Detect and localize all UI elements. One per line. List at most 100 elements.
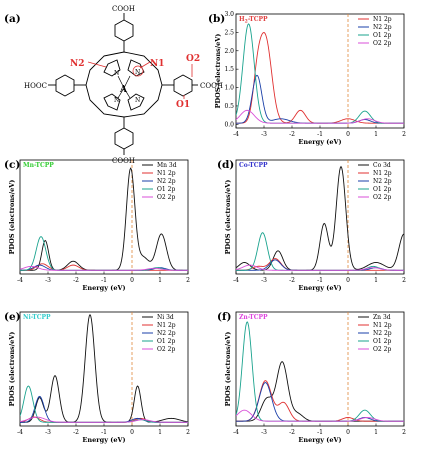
series-o1-2p <box>236 232 404 271</box>
x-tick-label: -4 <box>233 131 239 138</box>
x-tick-label: -3 <box>45 277 51 284</box>
legend-entry: O1 2p <box>373 186 391 193</box>
series-o2-2p <box>20 265 188 271</box>
series-o1-2p <box>20 385 188 423</box>
x-tick-label: 2 <box>402 131 406 138</box>
legend-entry: O2 2p <box>373 346 391 353</box>
panel-f: (f) -4 -3 -2 -1 0 1 2 Energy (eV) PDOS (electrons… <box>217 311 406 444</box>
phenyl-ring-left <box>55 74 75 97</box>
x-tick-label: -1 <box>101 429 107 436</box>
x-tick-label: 0 <box>130 277 134 284</box>
x-tick-label: 1 <box>374 429 378 436</box>
legend-entry: N2 2p <box>373 178 392 185</box>
center-atom-label: A <box>119 85 128 95</box>
y-tick-label: 3.0 <box>224 11 234 18</box>
x-tick-label: 1 <box>158 277 162 284</box>
legend-entry: O2 2p <box>373 194 391 201</box>
x-tick-label: -2 <box>289 277 295 284</box>
panel-label-a: (a) <box>4 13 21 25</box>
legend-entry: N1 2p <box>373 170 392 177</box>
series-o1-2p <box>20 236 188 271</box>
phenyl-ring-top <box>114 19 134 42</box>
series-o2-2p <box>236 109 404 124</box>
series-o2-2p <box>236 409 404 422</box>
panel-b: (b) -4 -3 -2 -1 0 1 2 0.0 0.5 1.0 1.5 2.0 2.5 3.0 Energ… <box>208 11 406 146</box>
x-axis-label: Energy (eV) <box>298 284 341 292</box>
panel-title: Zn-TCPP <box>239 314 268 321</box>
cooh-top-label: COOH <box>112 5 135 13</box>
y-axis-label: PDOS (electrons/eV) <box>214 34 222 109</box>
x-tick-label: 1 <box>374 277 378 284</box>
y-tick-label: 2.5 <box>224 29 234 36</box>
nitrogen-label-2: N <box>135 69 140 76</box>
nitrogen-label-3: N <box>114 97 119 104</box>
y-tick-label: 0.0 <box>224 121 234 128</box>
cooh-bottom-label: COOH <box>112 157 135 165</box>
y-tick-label: 0.5 <box>224 103 234 110</box>
legend-entry: N1 2p <box>157 170 176 177</box>
n1-highlight-circle <box>132 65 144 77</box>
x-tick-label: -1 <box>101 277 107 284</box>
panel-label-e: (e) <box>4 311 21 323</box>
pdos-panels: (b) -4 -3 -2 -1 0 1 2 0.0 0.5 1.0 1.5 2.0 2.5 3.0 Energ… <box>4 11 406 444</box>
x-tick-label: -2 <box>289 131 295 138</box>
x-tick-label: 1 <box>158 429 162 436</box>
phenyl-ring-bottom <box>114 127 134 150</box>
label-arrows <box>87 61 193 99</box>
x-tick-label: -4 <box>233 429 239 436</box>
panel-title: Co-TCPP <box>239 162 268 169</box>
x-axis-label: Energy (eV) <box>298 436 341 444</box>
y-axis-label: PDOS (electrons/eV) <box>8 332 16 407</box>
x-tick-label: -4 <box>17 277 23 284</box>
x-tick-label: -2 <box>73 277 79 284</box>
x-tick-label: -3 <box>261 277 267 284</box>
legend-entry: Co 3d <box>373 162 391 169</box>
nitrogen-label-4: N <box>135 97 140 104</box>
x-tick-label: 1 <box>374 131 378 138</box>
x-tick-label: 2 <box>402 429 406 436</box>
x-tick-label: -2 <box>73 429 79 436</box>
x-tick-label: 2 <box>186 277 190 284</box>
series-o2-2p <box>20 416 188 423</box>
x-axis-label: Energy (eV) <box>82 284 125 292</box>
legend-entry: N2 2p <box>157 178 176 185</box>
x-tick-label: -1 <box>317 277 323 284</box>
panel-c: (c) -4 -3 -2 -1 0 1 2 Energy (eV) PDOS (electrons… <box>4 159 190 292</box>
x-tick-label: 0 <box>346 131 350 138</box>
series-n1-2p <box>236 380 404 422</box>
x-tick-label: 0 <box>130 429 134 436</box>
x-tick-label: -3 <box>261 131 267 138</box>
legend-entry: N1 2p <box>373 322 392 329</box>
legend-entry: N1 2p <box>373 16 392 23</box>
legend-entry: O2 2p <box>373 40 391 47</box>
legend-entry: Zn 3d <box>373 314 391 321</box>
legend-entry: O1 2p <box>373 338 391 345</box>
legend-entry: N2 2p <box>373 24 392 31</box>
series-n2-2p <box>20 395 188 423</box>
legend-entry: N2 2p <box>373 330 392 337</box>
panel-d: (d) -4 -3 -2 -1 0 1 2 Energy (eV) PDOS (electrons… <box>217 159 406 292</box>
x-tick-label: -3 <box>261 429 267 436</box>
panel-title: Mn-TCPP <box>23 162 54 169</box>
legend-entry: O2 2p <box>157 194 175 201</box>
x-axis-label: Energy (eV) <box>82 436 125 444</box>
label-o2: O2 <box>186 54 200 64</box>
x-tick-label: -4 <box>233 277 239 284</box>
x-tick-label: 0 <box>346 429 350 436</box>
porphyrin-core <box>85 51 163 118</box>
label-n2: N2 <box>70 59 85 69</box>
legend-entry: Mn 3d <box>157 162 177 169</box>
legend-entry: Ni 3d <box>157 314 174 321</box>
x-tick-label: 0 <box>346 277 350 284</box>
cooh-right-label: COOH <box>200 82 223 90</box>
x-axis-label: Energy (eV) <box>298 138 341 146</box>
legend-entry: O1 2p <box>373 32 391 39</box>
legend-entry: N2 2p <box>157 330 176 337</box>
x-tick-label: 2 <box>402 277 406 284</box>
panel-title: H2-TCPP <box>239 16 268 25</box>
y-axis-label: PDOS (electrons/eV) <box>224 332 232 407</box>
y-tick-label: 1.5 <box>224 66 234 73</box>
panel-label-b: (b) <box>208 13 225 25</box>
phenyl-ring-right <box>173 74 193 97</box>
